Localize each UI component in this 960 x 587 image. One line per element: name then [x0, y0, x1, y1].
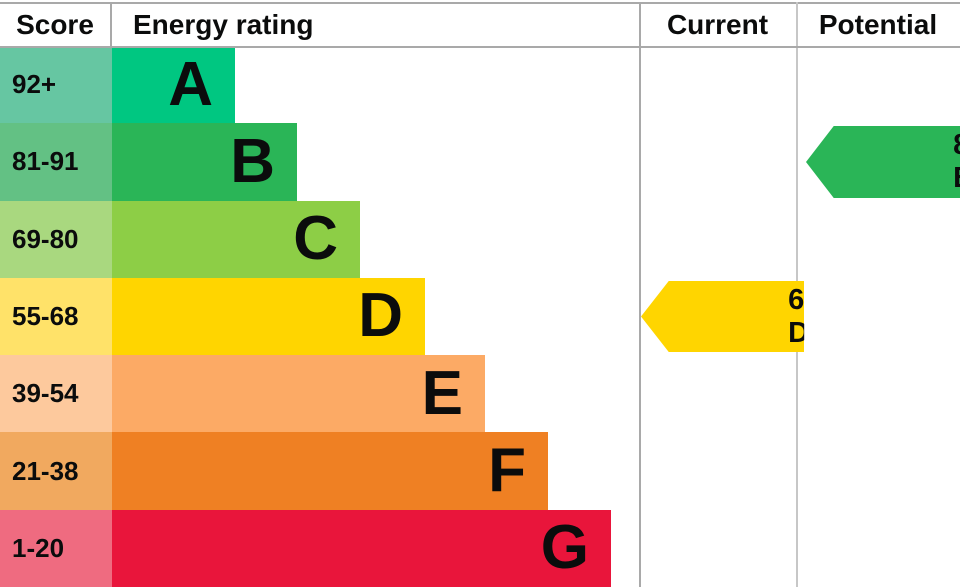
potential-column-header: Potential [818, 9, 938, 40]
band-row-c: 69-80 C [0, 200, 960, 278]
score-cell-g: 1-20 [0, 509, 112, 587]
band-rows: 92+ A 81-91 B 69-80 C 55-68 D 39-54 E 21… [0, 46, 960, 587]
band-letter-b: B [230, 126, 275, 196]
score-cell-a: 92+ [0, 46, 112, 124]
current-rating-arrow: 68 D [641, 281, 805, 352]
band-bar-a: A [112, 46, 235, 124]
table-top-border [0, 2, 960, 4]
band-bar-b: B [112, 123, 297, 201]
score-cell-d: 55-68 [0, 277, 112, 356]
band-letter-e: E [421, 358, 463, 428]
band-bar-c: C [112, 200, 360, 278]
score-cell-b: 81-91 [0, 123, 112, 201]
band-letter-g: G [540, 513, 589, 583]
score-cell-c: 69-80 [0, 200, 112, 278]
score-range-label: 81-91 [12, 146, 79, 177]
band-letter-a: A [168, 49, 213, 119]
current-column-divider [639, 2, 641, 587]
energy-rating-column-header: Energy rating [133, 9, 314, 40]
score-cell-f: 21-38 [0, 432, 112, 510]
current-column-header: Current [666, 9, 769, 40]
current-rating-label: 68 D [788, 283, 821, 349]
band-row-a: 92+ A [0, 46, 960, 124]
score-range-label: 69-80 [12, 223, 79, 254]
score-range-label: 1-20 [12, 532, 65, 563]
score-range-label: 92+ [12, 69, 57, 100]
band-letter-d: D [358, 281, 403, 351]
band-row-f: 21-38 F [0, 432, 960, 510]
table-header: Score Energy rating Current Potential [0, 4, 960, 46]
band-bar-d: D [112, 277, 425, 356]
score-range-label: 39-54 [12, 378, 79, 409]
band-bar-e: E [112, 355, 485, 433]
band-row-g: 1-20 G [0, 509, 960, 587]
band-letter-c: C [293, 204, 338, 274]
header-bottom-border [0, 46, 960, 48]
band-bar-g: G [112, 509, 611, 587]
band-letter-f: F [488, 436, 526, 506]
band-row-e: 39-54 E [0, 355, 960, 433]
band-row-b: 81-91 B [0, 123, 960, 201]
potential-rating-label: 81 B [953, 129, 960, 195]
score-cell-e: 39-54 [0, 355, 112, 433]
score-column-header: Score [0, 4, 112, 46]
band-bar-f: F [112, 432, 548, 510]
score-range-label: 55-68 [12, 300, 79, 331]
score-range-label: 21-38 [12, 455, 79, 486]
potential-rating-arrow: 81 B [806, 126, 960, 198]
band-row-d: 55-68 D [0, 277, 960, 356]
